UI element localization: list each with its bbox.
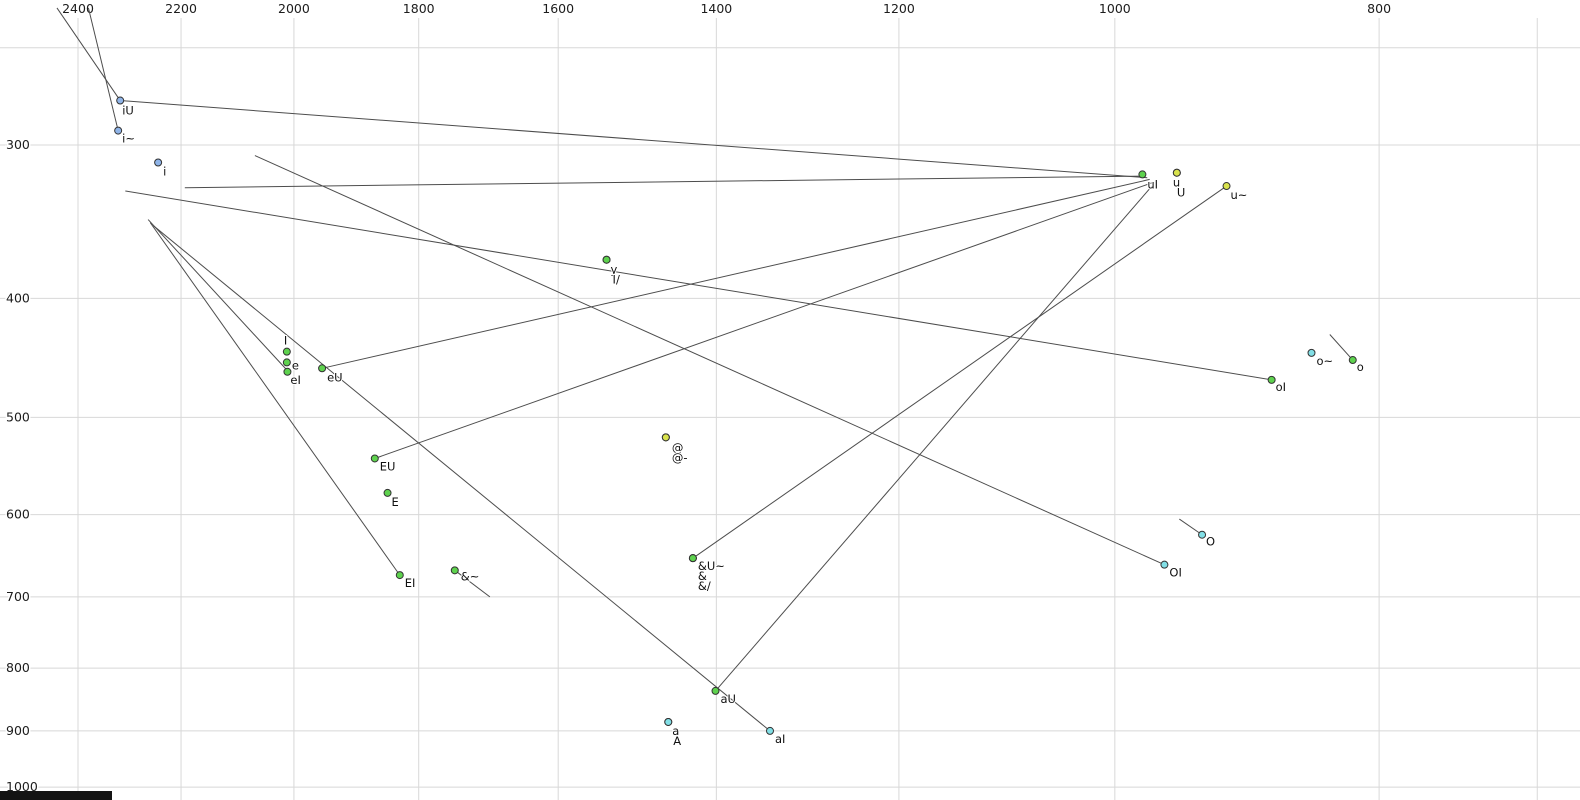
trajectory-line <box>184 175 1144 189</box>
vowel-point-label: O <box>1206 535 1215 549</box>
axis-tick-label-y: 900 <box>6 723 30 738</box>
vowel-point[interactable] <box>661 433 670 442</box>
axis-tick-label-y: 400 <box>6 290 30 305</box>
vowel-point[interactable] <box>154 158 163 167</box>
axis-tick-label-x: 1600 <box>542 1 574 16</box>
trajectory-line <box>374 182 1153 459</box>
axis-tick-label-y: 500 <box>6 409 30 424</box>
axis-tick-label-x: 1200 <box>883 1 915 16</box>
axis-tick-label-x: 1800 <box>403 1 435 16</box>
trajectory-line <box>149 222 401 576</box>
vowel-point-label: EI <box>405 576 416 590</box>
trajectory-line <box>254 155 1165 566</box>
trajectory-line <box>120 100 1148 179</box>
trajectory-line <box>692 185 1227 559</box>
vowel-point-label: o~ <box>1316 354 1333 368</box>
trajectory-line <box>1329 334 1354 361</box>
vowel-point[interactable] <box>1348 356 1357 365</box>
vowel-point-label: a <box>672 724 679 738</box>
vowel-point[interactable] <box>450 566 459 575</box>
trajectory-line <box>715 184 1154 692</box>
vowel-point[interactable] <box>1138 170 1147 179</box>
axis-tick-label-y: 700 <box>6 589 30 604</box>
trajectory-line <box>56 7 121 101</box>
vowel-point[interactable] <box>1160 560 1169 569</box>
vowel-point[interactable] <box>1198 530 1207 539</box>
axis-tick-label-y: 300 <box>6 137 30 152</box>
vowel-point-label: u~ <box>1231 188 1248 202</box>
vowel-point-label: I/ <box>613 273 620 287</box>
axis-tick-label-x: 800 <box>1367 1 1391 16</box>
vowel-point[interactable] <box>1172 168 1181 177</box>
vowel-point[interactable] <box>283 367 292 376</box>
vowel-point-label: uI <box>1147 177 1158 191</box>
trajectory-line <box>87 7 119 131</box>
axis-tick-label-x: 1000 <box>1099 1 1131 16</box>
vowel-point[interactable] <box>282 358 291 367</box>
axis-tick-label-y: 600 <box>6 507 30 522</box>
vowel-point-label: eU <box>327 370 343 384</box>
axis-tick-label-x: 2400 <box>62 1 94 16</box>
vowel-point[interactable] <box>688 554 697 563</box>
vowel-point-label: iU <box>122 104 134 118</box>
vowel-point-label: &U~ <box>698 559 725 573</box>
vowel-point[interactable] <box>664 717 673 726</box>
vowel-point[interactable] <box>395 571 404 580</box>
vowel-point[interactable] <box>765 726 774 735</box>
vowel-point-label: OI <box>1169 566 1181 580</box>
vowel-point-label: I <box>284 334 287 348</box>
vowel-point-label: U <box>1177 186 1185 200</box>
vowel-point[interactable] <box>1267 375 1276 384</box>
vowel-point-label: i <box>163 164 166 178</box>
vowel-point[interactable] <box>370 454 379 463</box>
trajectory-line <box>454 569 491 598</box>
trajectory-line <box>125 190 1272 381</box>
vowel-point[interactable] <box>116 96 125 105</box>
vowel-point-label: A <box>673 734 681 748</box>
vowel-point-label: & <box>698 569 707 583</box>
axis-tick-label-y: 800 <box>6 660 30 675</box>
vowel-point-label: E <box>392 495 399 509</box>
trajectory-line <box>153 225 771 732</box>
axis-tick-label-x: 2200 <box>165 1 197 16</box>
vowel-point[interactable] <box>282 347 291 356</box>
vowel-point-label: y <box>611 263 618 277</box>
vowel-point-label: aI <box>775 732 785 746</box>
vowel-point-label: EU <box>380 459 396 473</box>
vowel-point[interactable] <box>114 126 123 135</box>
vowel-point[interactable] <box>711 686 720 695</box>
vowel-point-label: @ <box>672 440 684 454</box>
axis-tick-label-x: 1400 <box>700 1 732 16</box>
vowel-point[interactable] <box>383 488 392 497</box>
vowel-point-label: i~ <box>122 132 135 146</box>
trajectory-line <box>321 178 1150 369</box>
vowel-point-label: oI <box>1276 380 1286 394</box>
vowel-point[interactable] <box>318 364 327 373</box>
axis-tick-label-x: 2000 <box>278 1 310 16</box>
vowel-point-label: &~ <box>461 569 480 583</box>
vowel-point-label: @- <box>672 450 688 464</box>
vowel-point-label: aU <box>720 692 735 706</box>
vowel-point-label: &/ <box>698 579 711 593</box>
trajectory-line <box>1179 518 1203 536</box>
vowel-point-label: e <box>292 358 299 372</box>
screen-edge-fragment <box>0 791 112 800</box>
trajectory-line <box>147 219 288 371</box>
vowel-point-label: u <box>1173 176 1180 190</box>
vowel-point[interactable] <box>1307 348 1316 357</box>
vowel-point-label: o <box>1357 360 1364 374</box>
vowel-point-label: eI <box>290 373 300 387</box>
vowel-point[interactable] <box>602 255 611 264</box>
vowel-point[interactable] <box>1222 182 1231 191</box>
